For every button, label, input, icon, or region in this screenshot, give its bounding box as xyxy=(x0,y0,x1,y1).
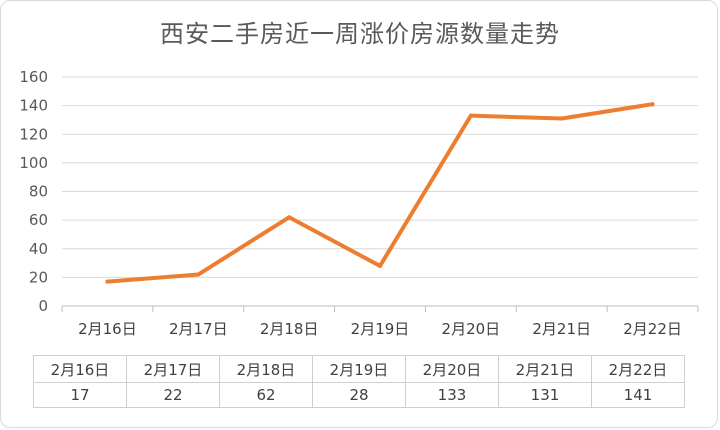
data-table-value: 62 xyxy=(219,382,313,408)
x-tick-label: 2月21日 xyxy=(532,320,591,338)
data-table-category: 2月18日 xyxy=(219,355,313,383)
y-tick-label: 120 xyxy=(19,125,48,143)
y-tick-label: 40 xyxy=(29,240,48,258)
data-point xyxy=(196,272,201,277)
data-point xyxy=(468,113,473,118)
data-table-category: 2月17日 xyxy=(126,355,220,383)
data-table-value: 17 xyxy=(33,382,127,408)
data-point xyxy=(378,263,382,268)
data-point xyxy=(105,279,110,284)
x-tick-label: 2月18日 xyxy=(260,320,319,338)
x-tick-label: 2月16日 xyxy=(78,320,137,338)
y-tick-label: 0 xyxy=(38,297,48,315)
x-tick-label: 2月17日 xyxy=(169,320,228,338)
data-table-value: 22 xyxy=(126,382,220,408)
data-table-category-row: 2月16日 2月17日 2月18日 2月19日 2月20日 2月21日 2月22… xyxy=(33,355,685,383)
data-table-category: 2月21日 xyxy=(498,355,592,383)
chart-title: 西安二手房近一周涨价房源数量走势 xyxy=(160,20,560,48)
data-table: 2月16日 2月17日 2月18日 2月19日 2月20日 2月21日 2月22… xyxy=(33,355,685,408)
data-table-value: 131 xyxy=(498,382,592,408)
y-tick-label: 160 xyxy=(19,68,48,86)
x-tick-label: 2月20日 xyxy=(442,320,501,338)
data-table-category: 2月19日 xyxy=(312,355,406,383)
data-table-category: 2月16日 xyxy=(33,355,127,383)
y-tick-label: 80 xyxy=(29,183,48,201)
data-table-value: 141 xyxy=(591,382,685,408)
data-table-category: 2月20日 xyxy=(405,355,499,383)
data-point xyxy=(559,116,564,121)
data-point xyxy=(650,102,655,107)
series-line xyxy=(105,102,655,284)
y-tick-label: 60 xyxy=(29,211,48,229)
data-table-category: 2月22日 xyxy=(591,355,685,383)
data-table-value: 28 xyxy=(312,382,406,408)
y-tick-label: 100 xyxy=(19,154,48,172)
data-table-value-row: 17 22 62 28 133 131 141 xyxy=(33,382,685,408)
x-tick-label: 2月19日 xyxy=(351,320,410,338)
y-tick-label: 140 xyxy=(19,97,48,115)
x-tick-label: 2月22日 xyxy=(623,320,682,338)
y-tick-label: 20 xyxy=(29,268,48,286)
data-point xyxy=(287,215,292,220)
data-table-value: 133 xyxy=(405,382,499,408)
